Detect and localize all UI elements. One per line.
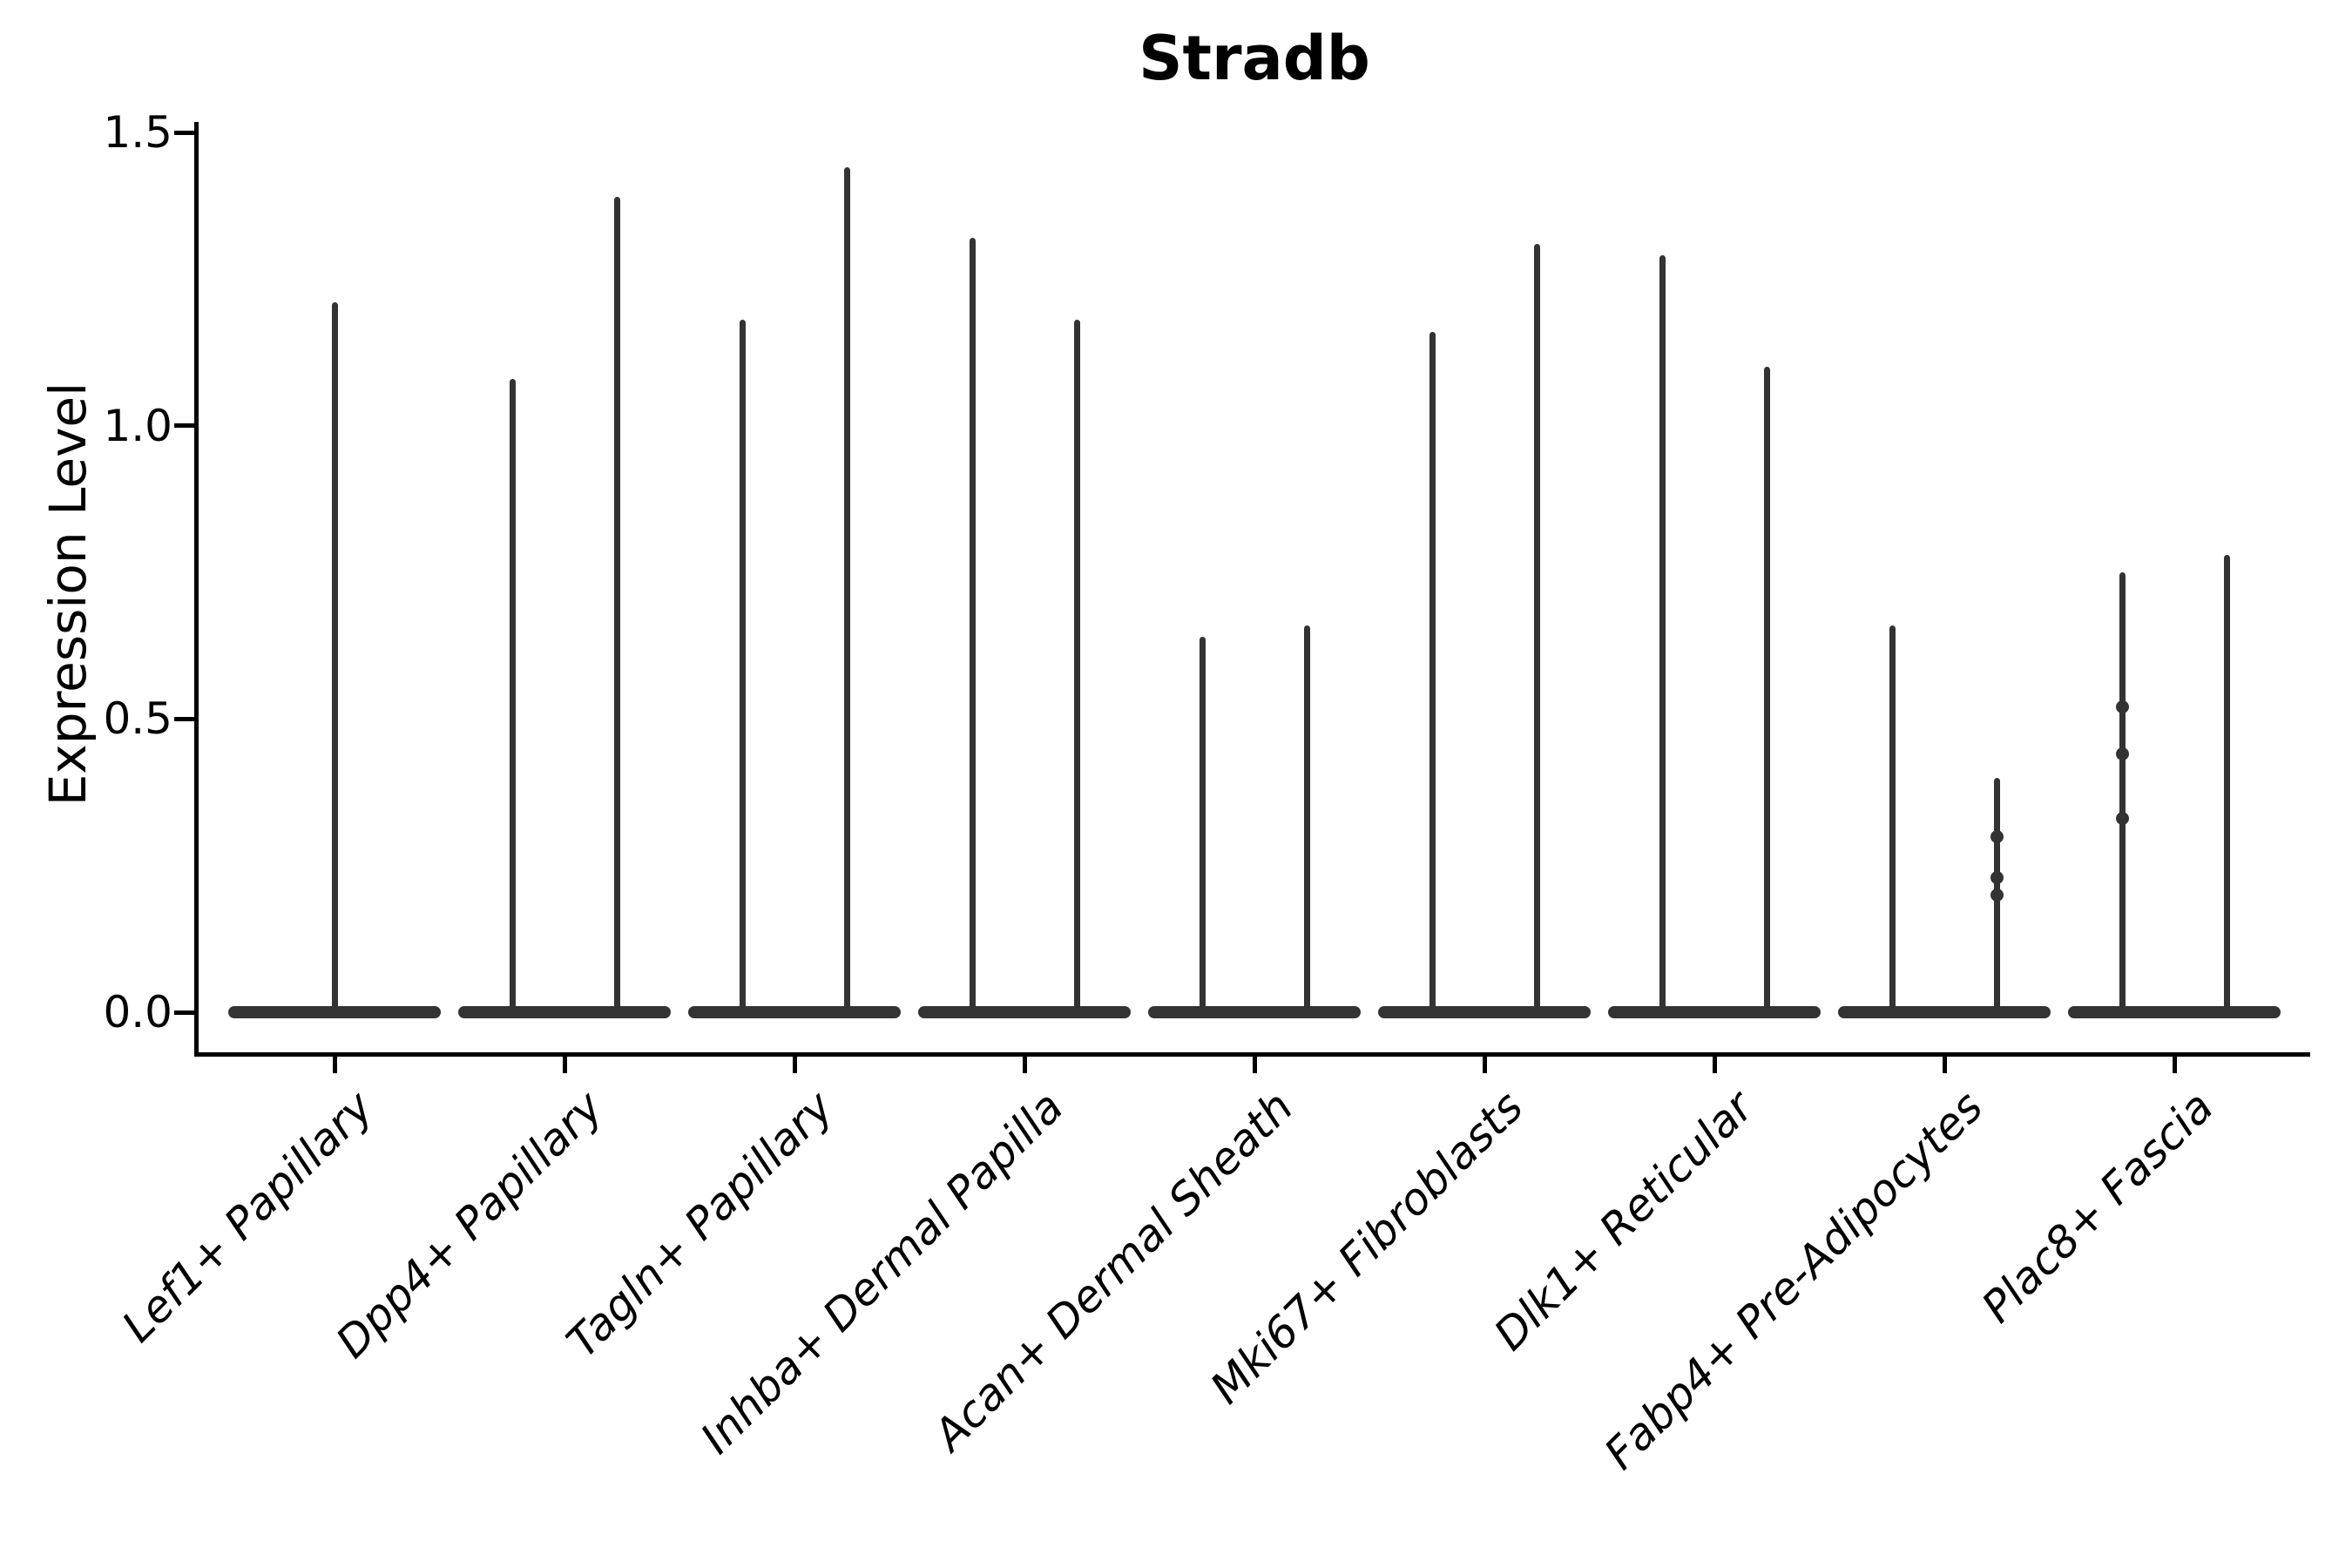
x-tick-mark	[332, 1057, 337, 1073]
x-axis-category-label: Lef1+ Papillary	[112, 1081, 383, 1352]
violin-base	[1608, 1006, 1821, 1018]
violin-spike	[1763, 367, 1770, 1012]
expression-point-dot	[2115, 812, 2129, 826]
violin-spike	[509, 378, 516, 1012]
y-tick-label: 0.0	[103, 987, 172, 1037]
expression-point-dot	[2115, 700, 2129, 714]
violin-spike	[1303, 625, 1310, 1012]
violin-base	[1148, 1006, 1361, 1018]
x-tick-mark	[792, 1057, 797, 1073]
violin-base	[2068, 1006, 2281, 1018]
violin-base	[688, 1006, 901, 1018]
violin-base	[1838, 1006, 2051, 1018]
violin-spike	[1429, 331, 1436, 1012]
violin-spike	[2223, 554, 2230, 1012]
x-tick-mark	[562, 1057, 567, 1073]
violin-spike	[1659, 255, 1666, 1012]
x-tick-mark	[1712, 1057, 1717, 1073]
violin-base	[458, 1006, 671, 1018]
violin-spike	[1533, 243, 1540, 1012]
x-tick-mark	[2172, 1057, 2177, 1073]
y-tick-mark	[174, 716, 194, 721]
violin-base	[918, 1006, 1131, 1018]
violin-spike	[1199, 637, 1206, 1012]
expression-point-dot	[1990, 829, 2004, 843]
violin-spike	[2119, 572, 2126, 1012]
x-axis-spine	[194, 1052, 2310, 1057]
expression-point-dot	[1990, 870, 2004, 884]
violin-spike	[613, 197, 620, 1012]
violin-spike	[739, 320, 746, 1012]
y-tick-mark	[174, 130, 194, 135]
x-axis-category-label: Plac8+ Fascia	[1971, 1081, 2223, 1333]
x-tick-mark	[1252, 1057, 1257, 1073]
x-axis-category-label: Fabp4+ Pre-Adipocytes	[1595, 1081, 1993, 1480]
y-axis-label: Expression Level	[38, 382, 98, 807]
violin-spike	[331, 302, 338, 1012]
violin-spike	[1889, 625, 1896, 1012]
y-tick-mark	[174, 1010, 194, 1015]
figure-title: Stradb	[1139, 23, 1370, 94]
violin-spike	[969, 238, 976, 1012]
x-tick-mark	[1482, 1057, 1487, 1073]
y-tick-label: 1.0	[103, 400, 172, 451]
x-tick-mark	[1942, 1057, 1947, 1073]
violin-spike	[843, 167, 850, 1012]
violin-spike	[1073, 320, 1080, 1012]
violin-base	[228, 1006, 441, 1018]
y-axis-spine	[194, 122, 199, 1057]
y-tick-mark	[174, 423, 194, 429]
y-tick-label: 0.5	[103, 693, 172, 745]
expression-point-dot	[2115, 747, 2129, 761]
x-tick-mark	[1022, 1057, 1027, 1073]
violin-base	[1378, 1006, 1591, 1018]
expression-point-dot	[1990, 888, 2004, 902]
y-tick-label: 1.5	[103, 107, 172, 158]
